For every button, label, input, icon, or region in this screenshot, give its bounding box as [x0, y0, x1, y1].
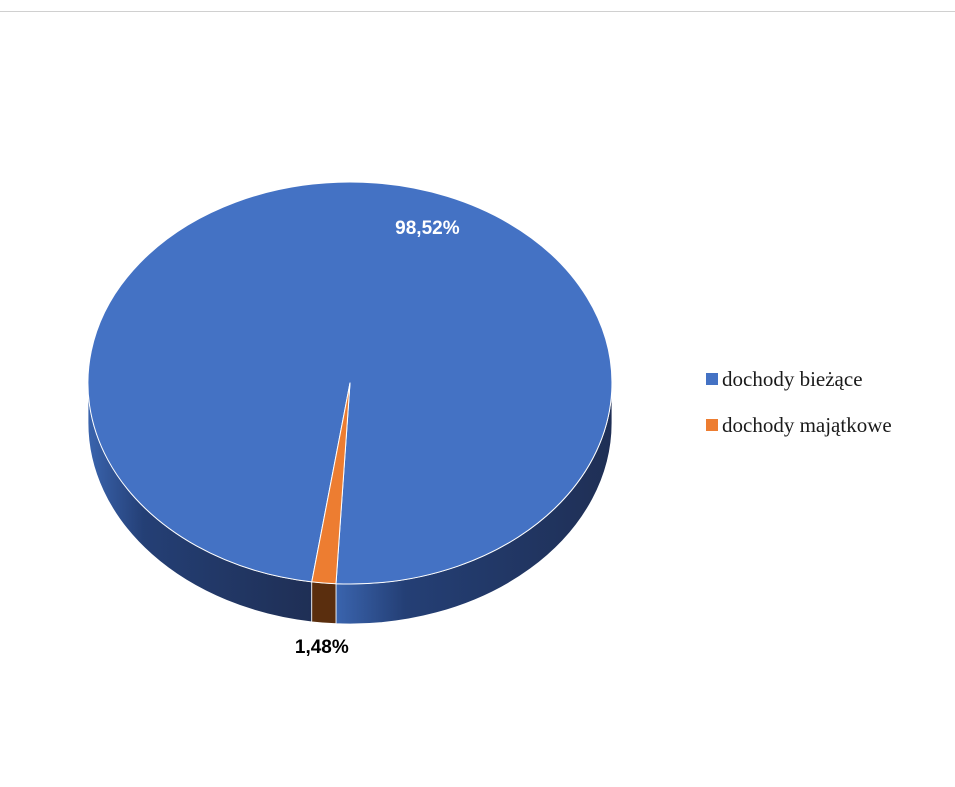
pie-top-face [87, 181, 613, 585]
legend-item-dochody-majatkowe: dochody majątkowe [706, 412, 892, 438]
legend-label: dochody bieżące [722, 366, 863, 391]
data-label-dochody-biezace: 98,52% [395, 218, 460, 239]
pie-side-slice-dochody-majatkowe [311, 581, 337, 625]
top-divider [0, 11, 955, 12]
legend: dochody bieżące dochody majątkowe [706, 366, 892, 458]
legend-label: dochody majątkowe [722, 412, 892, 437]
legend-swatch-blue [706, 373, 718, 385]
legend-swatch-orange [706, 419, 718, 431]
pie-slice-dochody-majatkowe [311, 382, 351, 585]
pie-data-labels: 98,52% 1,48% [295, 218, 460, 658]
pie-side-wall [87, 382, 613, 625]
data-label-dochody-majatkowe: 1,48% [295, 637, 349, 658]
legend-item-dochody-biezace: dochody bieżące [706, 366, 892, 392]
